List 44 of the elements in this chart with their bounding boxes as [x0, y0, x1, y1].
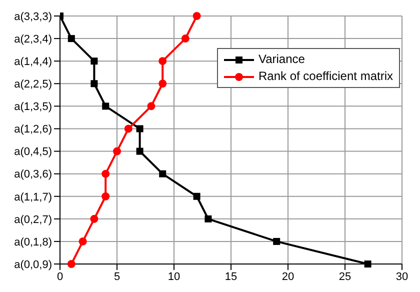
- point: [68, 35, 75, 42]
- x-tick-label: 10: [168, 270, 180, 283]
- point: [159, 170, 166, 178]
- y-tick-label: a(0,1,8): [14, 236, 52, 248]
- y-tick-label: a(1,1,7): [14, 191, 52, 204]
- x-tick-label: 0: [56, 270, 64, 283]
- point: [102, 102, 110, 110]
- point: [90, 80, 98, 88]
- point: [90, 58, 98, 65]
- y-tick-label: a(0,3,6): [14, 168, 52, 181]
- y-tick-label: a(2,3,4): [14, 33, 52, 46]
- x-tick-label: 20: [282, 270, 294, 283]
- point: [90, 214, 98, 223]
- point: [102, 192, 110, 200]
- x-tick-label: 15: [224, 270, 238, 283]
- y-tick-label: a(1,4,4): [14, 56, 52, 68]
- x-tick-label: 30: [396, 270, 408, 283]
- point: [102, 170, 110, 178]
- y-tick-label: a(1,3,5): [14, 101, 52, 114]
- point: [158, 57, 167, 66]
- point: [136, 148, 144, 155]
- point: [364, 260, 372, 268]
- point: [204, 215, 212, 222]
- legend-label: Variance: [258, 51, 305, 68]
- point: [78, 237, 87, 246]
- legend-label: Rank of coefficient matrix: [258, 68, 393, 85]
- y-tick-label: a(0,4,5): [14, 146, 52, 158]
- point: [136, 125, 144, 132]
- point: [181, 34, 190, 43]
- point: [124, 124, 132, 133]
- y-tick-label: a(2,2,5): [14, 78, 52, 91]
- point: [192, 12, 201, 20]
- point: [193, 192, 200, 200]
- x-tick-label: 5: [114, 270, 120, 283]
- point: [67, 260, 76, 268]
- y-tick-label: a(0,2,7): [14, 214, 52, 226]
- y-tick-label: a(0,0,9): [14, 258, 52, 271]
- point: [273, 238, 280, 245]
- point: [113, 147, 121, 156]
- point: [147, 102, 156, 110]
- x-tick-label: 25: [338, 270, 352, 283]
- point: [158, 80, 167, 88]
- y-tick-label: a(3,3,3): [14, 10, 52, 23]
- y-tick-label: a(1,2,6): [14, 124, 52, 136]
